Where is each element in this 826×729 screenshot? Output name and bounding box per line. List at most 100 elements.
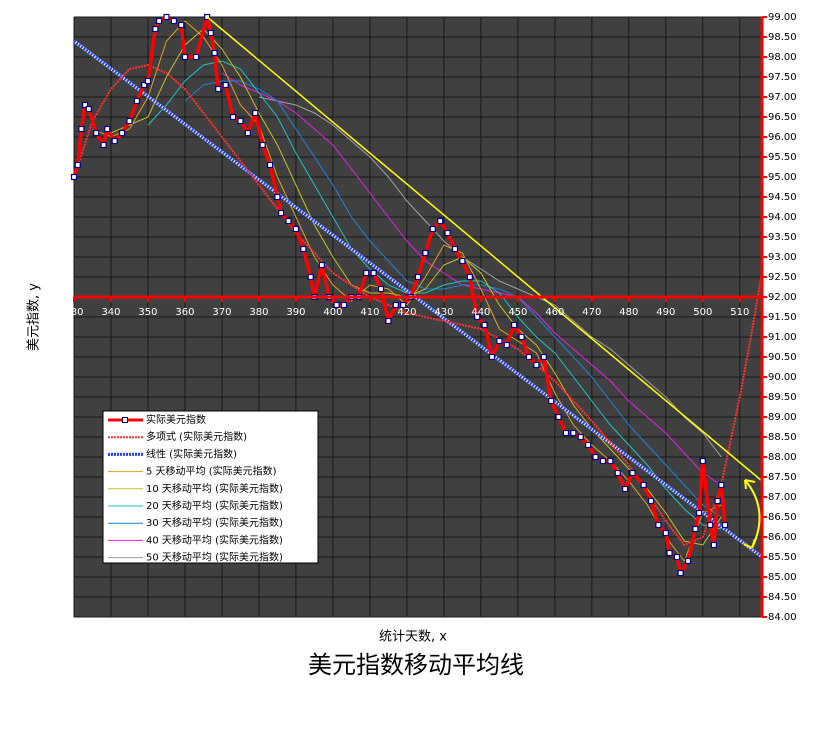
point <box>237 117 244 125</box>
point <box>144 77 152 85</box>
point <box>629 469 636 477</box>
y-tick-label: 93.50 <box>768 232 797 243</box>
legend-label: 实际美元指数 <box>146 413 206 426</box>
x-tick-label: 500 <box>693 307 712 318</box>
point <box>163 13 170 21</box>
y-tick-label: 88.00 <box>768 452 797 463</box>
point <box>78 125 85 133</box>
x-tick-label: 510 <box>730 307 749 318</box>
y-tick-label: 96.50 <box>768 112 797 123</box>
point <box>104 125 111 133</box>
point <box>607 457 614 465</box>
legend-marker <box>122 417 128 423</box>
x-tick-label: 400 <box>323 307 342 318</box>
point <box>111 137 118 145</box>
point <box>466 273 473 281</box>
y-axis-label: 美元指数, y <box>27 283 42 351</box>
x-tick-label: 340 <box>101 307 120 318</box>
y-tick-label: 96.00 <box>768 132 797 143</box>
legend-label: 20 天移动平均 (实际美元指数) <box>146 499 283 512</box>
y-tick-label: 97.50 <box>768 72 797 83</box>
point <box>721 521 729 529</box>
point <box>496 337 503 345</box>
point <box>363 269 370 277</box>
point <box>155 17 163 25</box>
point <box>211 49 218 57</box>
point <box>318 261 325 269</box>
point <box>540 353 547 361</box>
point <box>215 85 222 93</box>
point <box>385 317 392 325</box>
point <box>266 161 274 169</box>
point <box>133 97 140 105</box>
point <box>673 553 681 561</box>
y-tick-label: 94.00 <box>768 212 797 223</box>
point <box>474 313 481 321</box>
lines <box>70 13 763 578</box>
point <box>533 361 540 369</box>
point <box>655 521 662 529</box>
y-tick-label: 87.00 <box>768 492 797 503</box>
legend-label: 40 天移动平均 (实际美元指数) <box>146 533 283 546</box>
point <box>640 481 647 489</box>
point <box>710 541 718 549</box>
point <box>392 301 399 309</box>
point <box>647 497 655 505</box>
y-tick-label: 87.50 <box>768 472 797 483</box>
legend-label: 线性 (实际美元指数) <box>146 447 237 460</box>
point <box>570 429 577 437</box>
y-tick-label: 89.00 <box>768 412 797 423</box>
point <box>718 481 725 489</box>
y-tick-label: 91.00 <box>768 332 797 343</box>
point <box>252 109 259 117</box>
point <box>429 225 436 233</box>
point <box>622 485 629 493</box>
point <box>118 129 126 137</box>
point <box>503 341 510 349</box>
y-tick-label: 98.00 <box>768 52 797 63</box>
point <box>207 29 214 37</box>
point <box>152 25 159 33</box>
y-tick-label: 99.00 <box>768 12 797 23</box>
x-tick-label: 330 <box>64 307 83 318</box>
point <box>599 457 607 465</box>
x-tick-label: 360 <box>175 307 194 318</box>
x-tick-label: 490 <box>656 307 675 318</box>
point <box>548 397 555 405</box>
point <box>585 441 592 449</box>
arrow-heads <box>743 479 756 549</box>
point <box>511 321 518 329</box>
x-tick-label: 450 <box>508 307 527 318</box>
axes: 99.00 98.50 98.00 97.50 97.00 96.50 96.00 95.50… <box>64 12 796 623</box>
point <box>414 273 422 281</box>
point <box>100 141 107 149</box>
legend-label: 多项式 (实际美元指数) <box>146 430 247 443</box>
y-tick-label: 92.50 <box>768 272 797 283</box>
point <box>400 301 407 309</box>
x-tick-label: 390 <box>286 307 305 318</box>
point <box>93 129 100 137</box>
point <box>307 273 314 281</box>
y-tick-label: 86.50 <box>768 512 797 523</box>
point <box>692 525 699 533</box>
x-axis-label: 统计天数, x <box>379 630 447 645</box>
point <box>340 301 348 309</box>
series-line <box>147 60 722 530</box>
point <box>170 17 177 25</box>
y-tick-label: 89.50 <box>768 392 797 403</box>
point <box>666 549 673 557</box>
point <box>244 129 251 137</box>
point <box>377 285 385 293</box>
x-tick-label: 410 <box>360 307 379 318</box>
series-line <box>184 80 722 518</box>
point <box>614 469 621 477</box>
point <box>444 229 451 237</box>
y-tick-label: 88.50 <box>768 432 797 443</box>
point <box>181 53 189 61</box>
x-tick-label: 470 <box>582 307 601 318</box>
point <box>699 457 706 465</box>
point <box>222 81 229 89</box>
y-tick-label: 84.00 <box>768 612 797 623</box>
point <box>300 245 307 253</box>
